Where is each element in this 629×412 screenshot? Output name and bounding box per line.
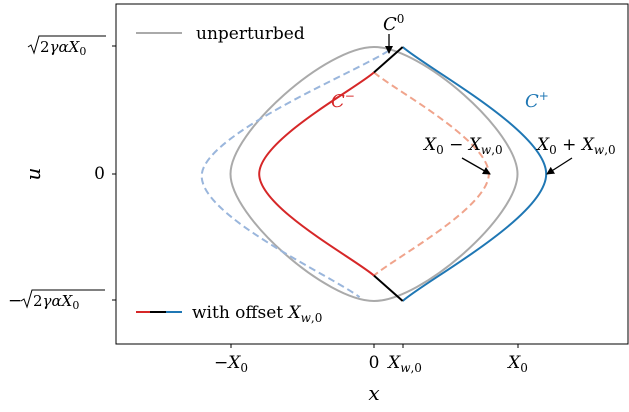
x-tick-label-xw0: Xw,0: [386, 353, 422, 375]
y-tick-label-pos: 2γαX0: [27, 35, 106, 58]
x-tick-label-neg-x0: −X0: [214, 353, 248, 375]
legend-unperturbed: unperturbed: [136, 24, 305, 44]
x-axis-label: x: [368, 381, 379, 405]
series-line-5: [373, 46, 404, 74]
series-line-4: [402, 46, 548, 302]
x-ticks: [230, 344, 519, 348]
annotation-x0-minus-xw0: X0 − Xw,0: [422, 135, 503, 157]
annotation-c-minus: C−: [331, 89, 355, 112]
svg-text:2γαX0: 2γαX0: [33, 292, 79, 312]
annotation-c0: C0: [383, 12, 404, 35]
y-tick-label-zero: 0: [94, 164, 105, 184]
svg-text:2γαX0: 2γαX0: [40, 38, 86, 58]
annotation-c-plus: C+: [525, 89, 549, 112]
svg-text:−: −: [8, 291, 22, 311]
plot-frame: [115, 3, 629, 345]
annotation-x0-minus-xw0-arrow: [461, 157, 491, 175]
y-tick-label-neg: − 2γαX0: [8, 289, 105, 312]
y-ticks: [112, 45, 116, 301]
series-line-3: [258, 71, 375, 277]
curves: [200, 45, 548, 303]
annotation-x0-plus-xw0: X0 + Xw,0: [535, 135, 616, 157]
legend-label-unperturbed: unperturbed: [196, 24, 305, 44]
legend-label-offset: with offset Xw,0: [192, 303, 322, 325]
y-axis-label: u: [21, 168, 45, 181]
series-line-1: [200, 49, 389, 298]
series-line-6: [373, 274, 404, 302]
x-tick-label-x0: X0: [506, 353, 528, 375]
series-line-0: [229, 45, 519, 303]
x-tick-label-zero: 0: [369, 353, 380, 373]
annotation-x0-plus-xw0-arrow: [546, 157, 573, 175]
legend-offset: with offset Xw,0: [136, 303, 322, 325]
